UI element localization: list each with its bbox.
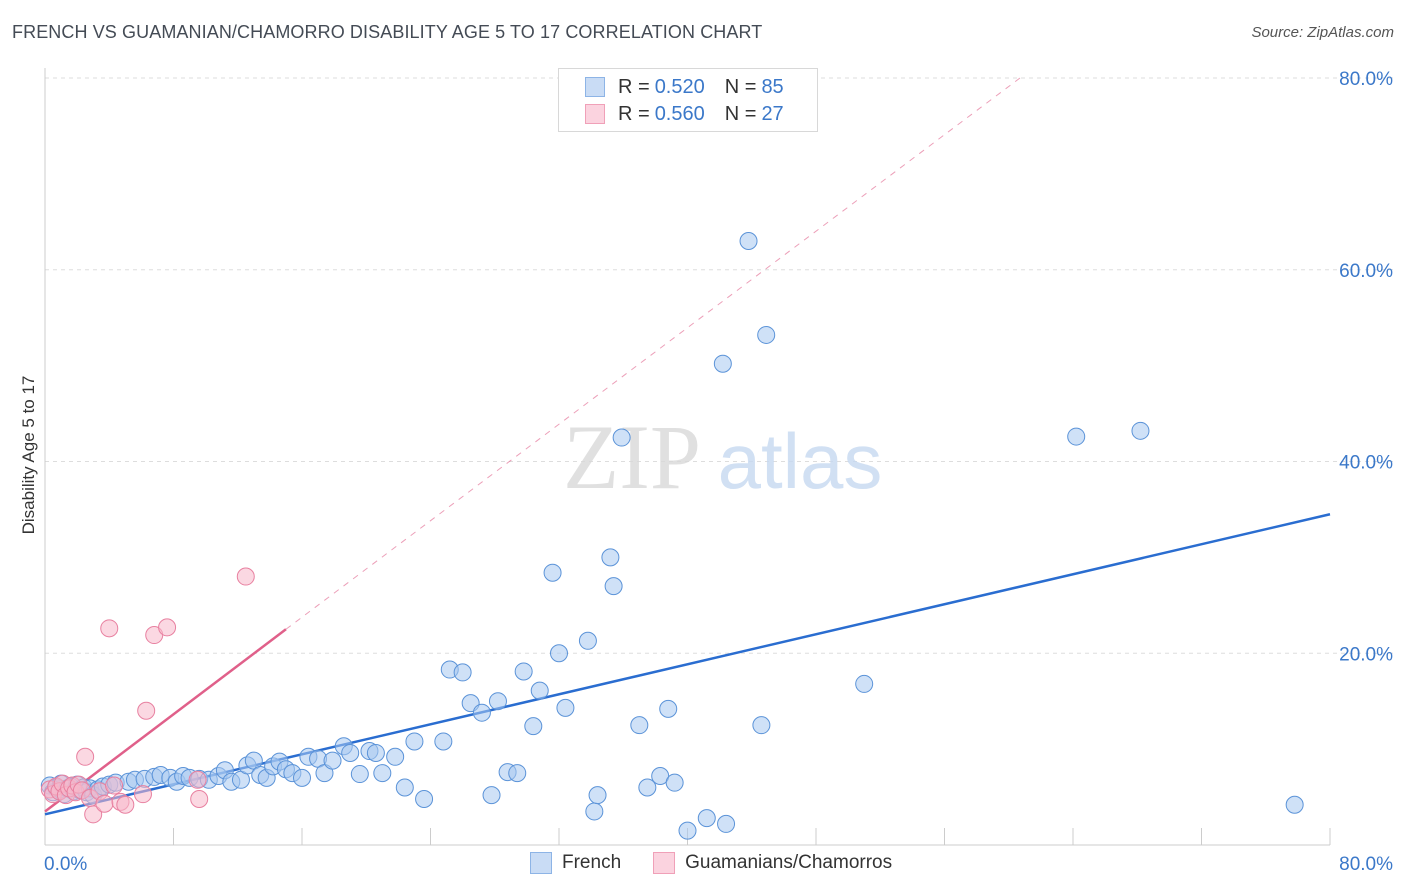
point-guam [137, 701, 156, 720]
trend-line-guam-extended [285, 77, 1021, 630]
series-legend: French Guamanians/Chamorros [530, 852, 924, 874]
point-french [386, 747, 405, 766]
point-french [752, 716, 771, 735]
legend-n-value: 85 [761, 75, 784, 98]
watermark: ZIP atlas [563, 406, 882, 508]
axes [44, 68, 1331, 846]
point-guam [133, 785, 152, 804]
point-french [405, 732, 424, 751]
legend-n-label: N = [724, 75, 757, 98]
legend-n-value: 27 [761, 102, 784, 125]
point-french [1285, 795, 1304, 814]
tick-labels: 20.0% 40.0% 60.0% 80.0% 0.0% 80.0% [44, 69, 1393, 875]
point-french [739, 231, 758, 250]
point-french [757, 325, 776, 344]
point-french [604, 577, 623, 596]
point-french [530, 681, 549, 700]
legend-row-guam: R = 0.560 N = 27 [585, 102, 784, 126]
legend-swatch-french [585, 77, 605, 97]
legend-label-french: French [562, 852, 622, 873]
point-guam [236, 567, 255, 586]
legend-swatch-guam [653, 852, 676, 874]
y-tick-label: 60.0% [1339, 261, 1393, 282]
point-guam [76, 747, 95, 766]
legend-label-guam: Guamanians/Chamorros [685, 852, 893, 873]
point-guam [84, 805, 103, 824]
legend-item-guam[interactable]: Guamanians/Chamorros [653, 852, 892, 874]
point-french [514, 662, 533, 681]
point-french [659, 699, 678, 718]
point-french [341, 743, 360, 762]
point-french [508, 764, 527, 783]
legend-item-french[interactable]: French [530, 852, 621, 874]
point-french [350, 765, 369, 784]
legend-n-label: N = [724, 102, 757, 125]
point-french [638, 778, 657, 797]
legend-swatch-french [530, 852, 552, 874]
watermark-atlas: atlas [718, 417, 883, 505]
chart-title: FRENCH VS GUAMANIAN/CHAMORRO DISABILITY … [12, 22, 763, 42]
point-french [472, 703, 491, 722]
legend-row-french: R = 0.520 N = 85 [585, 75, 784, 99]
legend-r-label: R = [618, 102, 650, 125]
point-french [585, 802, 604, 821]
point-french [488, 692, 507, 711]
point-guam [188, 770, 207, 789]
point-french [678, 821, 697, 840]
x-tick-label: 0.0% [44, 854, 87, 875]
point-french [717, 814, 736, 833]
point-french [366, 743, 385, 762]
point-french [612, 428, 631, 447]
point-guam [100, 619, 119, 638]
point-french [630, 716, 649, 735]
point-french [395, 778, 414, 797]
point-guam [158, 618, 177, 637]
point-french [550, 644, 568, 663]
point-french [293, 768, 311, 787]
legend-r-label: R = [618, 75, 650, 98]
point-french [434, 732, 453, 751]
point-french [1131, 421, 1150, 440]
point-guam [190, 789, 209, 808]
point-french [697, 809, 716, 828]
y-tick-label: 40.0% [1339, 453, 1393, 474]
point-french [556, 698, 575, 717]
point-french [588, 786, 607, 805]
point-french [453, 663, 472, 682]
data-points [40, 231, 1304, 840]
point-guam [95, 794, 114, 813]
source-label: Source: ZipAtlas.com [1251, 24, 1394, 41]
point-french [601, 548, 620, 567]
stats-legend: R = 0.520 N = 85 R = 0.560 N = 27 [558, 68, 818, 132]
point-french [415, 789, 434, 808]
point-guam [116, 795, 135, 814]
point-french [482, 786, 501, 805]
point-french [323, 751, 342, 770]
point-french [1067, 427, 1086, 446]
point-french [373, 764, 392, 783]
legend-swatch-guam [585, 104, 605, 124]
point-french [713, 354, 732, 373]
y-tick-label: 20.0% [1339, 644, 1393, 665]
watermark-zip: ZIP [563, 406, 701, 508]
point-french [524, 717, 543, 736]
point-french [543, 563, 562, 582]
y-tick-label: 80.0% [1339, 69, 1393, 90]
x-tick-label: 80.0% [1339, 854, 1393, 875]
point-guam [105, 776, 124, 795]
point-french [665, 773, 684, 792]
legend-r-value: 0.520 [654, 75, 705, 98]
point-french [578, 631, 597, 650]
point-french [855, 674, 874, 693]
legend-r-value: 0.560 [654, 102, 705, 125]
